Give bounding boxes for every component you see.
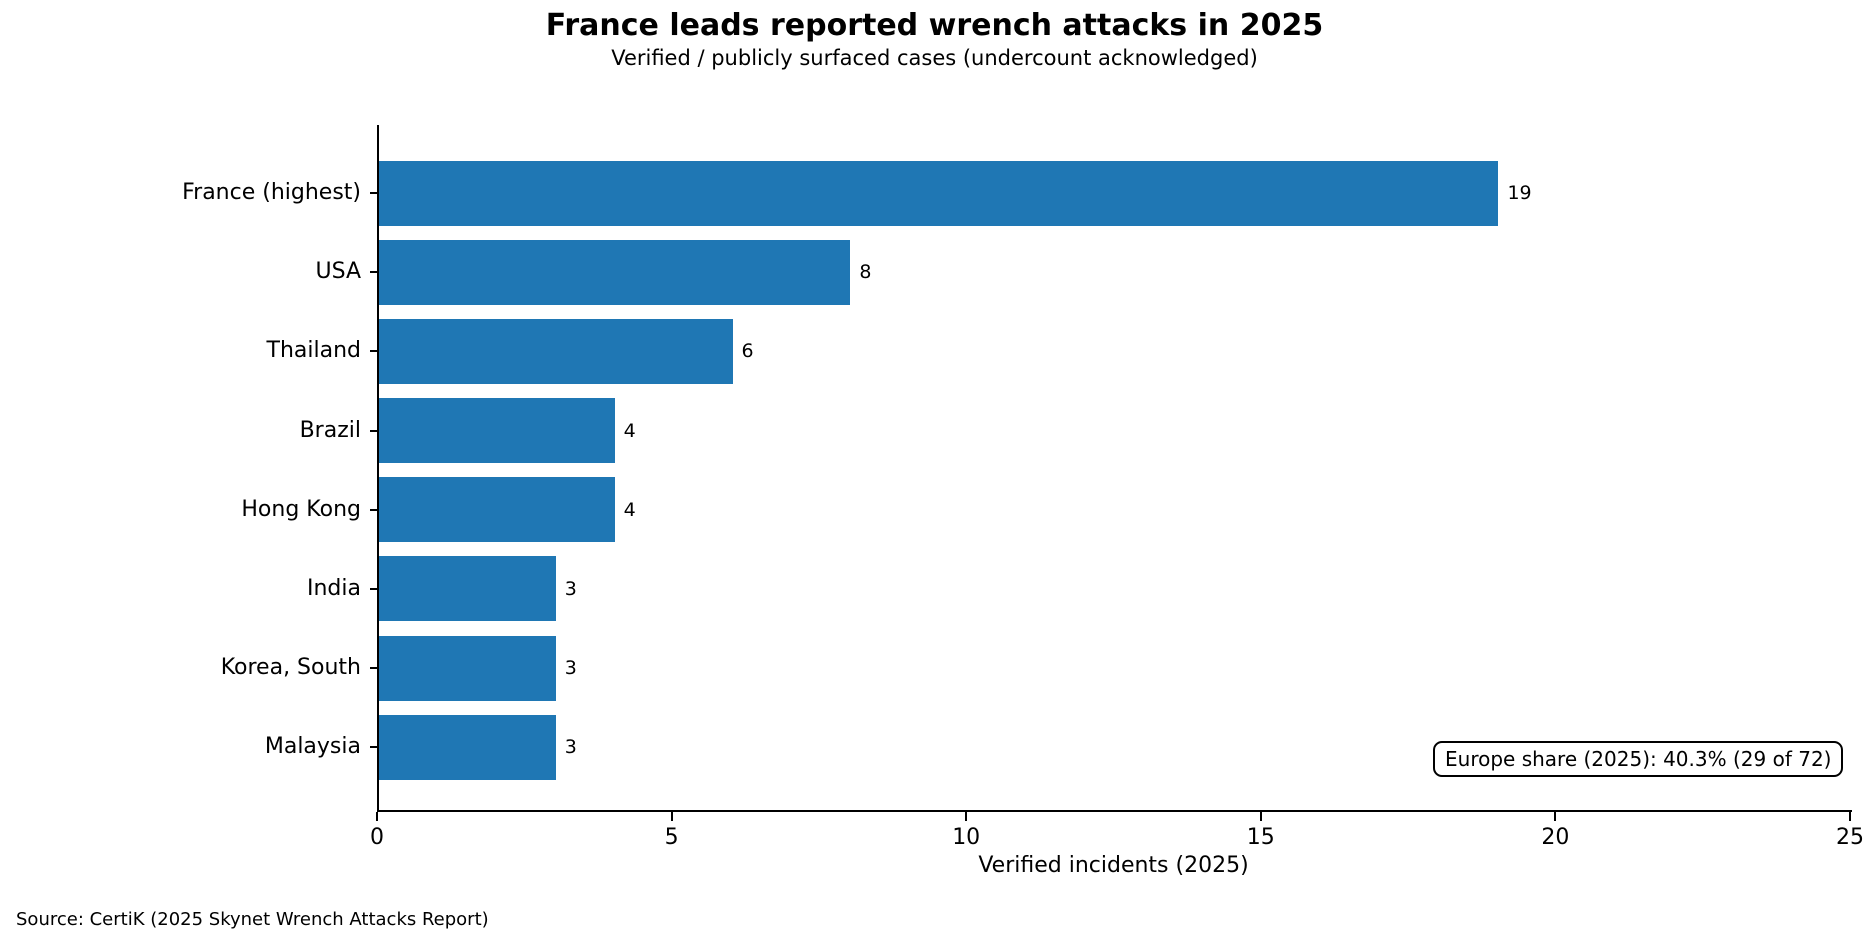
x-tick-mark — [1849, 812, 1851, 821]
chart-subtitle: Verified / publicly surfaced cases (unde… — [611, 46, 1258, 70]
bar — [379, 160, 1499, 226]
bar-value-label: 3 — [564, 736, 577, 759]
plot-area — [377, 125, 1852, 812]
bar-value-label: 19 — [1507, 182, 1532, 204]
category-label: Korea, South — [220, 655, 361, 681]
annotation-box: Europe share (2025): 40.3% (29 of 72) — [1433, 741, 1844, 777]
bar-value-label: 4 — [623, 498, 636, 521]
bar — [379, 239, 851, 305]
category-label: Thailand — [266, 338, 361, 364]
y-tick-mark — [370, 587, 379, 590]
x-tick-mark — [1554, 812, 1557, 821]
y-tick-mark — [370, 508, 379, 511]
bar-value-label: 3 — [564, 657, 577, 680]
x-axis-label: Verified incidents (2025) — [978, 853, 1249, 878]
category-label: Malaysia — [264, 734, 361, 760]
bar — [379, 398, 615, 463]
y-tick-mark — [370, 192, 379, 194]
bar — [379, 477, 615, 543]
x-tick-mark — [1259, 812, 1262, 821]
category-label: Brazil — [299, 417, 361, 443]
x-tick-label: 0 — [370, 825, 384, 850]
x-tick-label: 15 — [1246, 825, 1275, 850]
category-label: India — [307, 575, 361, 601]
bar-value-label: 8 — [859, 261, 872, 284]
x-tick-mark — [670, 812, 673, 821]
bar — [379, 635, 556, 701]
y-tick-mark — [370, 667, 379, 670]
y-tick-mark — [370, 271, 379, 274]
category-label: Hong Kong — [241, 496, 361, 522]
bar-value-label: 6 — [741, 340, 754, 363]
bar — [379, 318, 733, 384]
y-tick-mark — [370, 429, 379, 432]
x-tick-mark — [376, 812, 378, 821]
bar — [379, 714, 556, 780]
bar-value-label: 3 — [564, 577, 577, 600]
source-note: Source: CertiK (2025 Skynet Wrench Attac… — [16, 909, 489, 930]
x-tick-label: 10 — [952, 825, 981, 850]
y-tick-mark — [370, 746, 379, 749]
chart-title: France leads reported wrench attacks in … — [545, 8, 1324, 43]
x-tick-label: 5 — [664, 825, 679, 850]
x-tick-mark — [965, 812, 968, 821]
bar — [379, 556, 556, 622]
category-label: USA — [315, 259, 361, 285]
category-label: France (highest) — [182, 180, 361, 205]
x-tick-label: 25 — [1836, 825, 1864, 850]
y-tick-mark — [370, 350, 379, 353]
bar-value-label: 4 — [623, 419, 636, 442]
x-tick-label: 20 — [1541, 825, 1570, 850]
